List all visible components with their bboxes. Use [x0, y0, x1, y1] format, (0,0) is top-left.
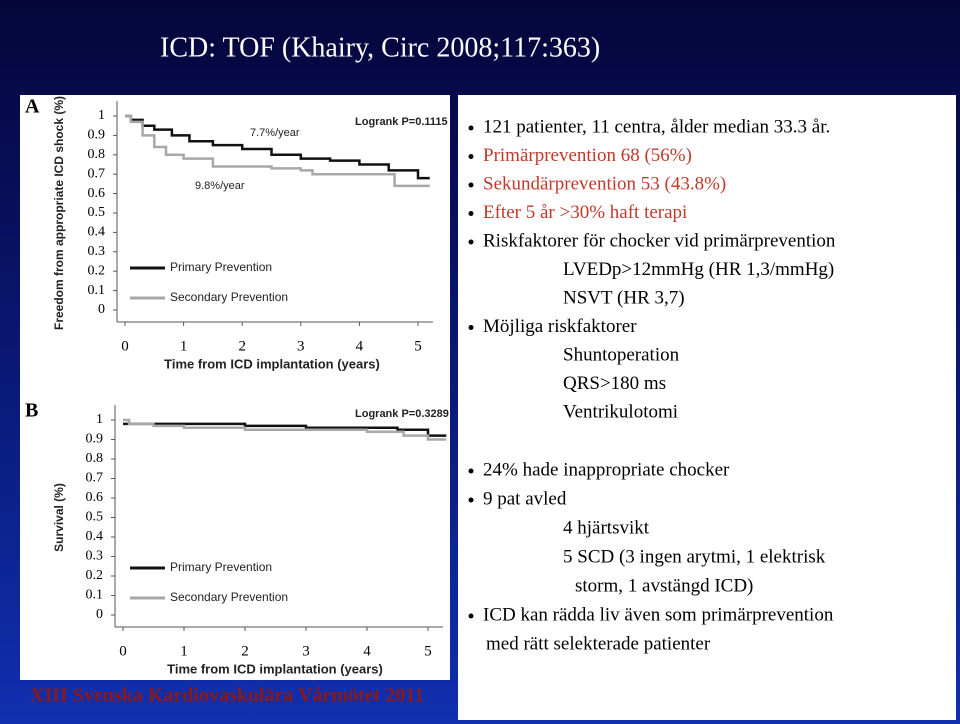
y-tick-label: 0.8	[86, 451, 104, 466]
legend-label: Secondary Prevention	[170, 590, 288, 604]
y-axis-label: Survival (%)	[52, 483, 66, 552]
legend-label: Primary Prevention	[170, 560, 272, 574]
bullet-text: Ventrikulotomi	[563, 401, 678, 422]
bullet	[468, 239, 474, 245]
bullet	[468, 497, 474, 503]
text-box	[458, 95, 956, 720]
bullet-text: Primärprevention 68 (56%)	[483, 145, 692, 166]
bullet-text: Shuntoperation	[563, 344, 680, 365]
x-axis-label: Time from ICD implantation (years)	[167, 661, 383, 676]
survival-curve	[123, 418, 447, 441]
annotation: 7.7%/year	[250, 127, 300, 139]
y-tick-label: 0.8	[88, 147, 106, 162]
bullet	[468, 154, 474, 159]
x-tick-label: 1	[180, 643, 188, 659]
bullet-text: ICD kan rädda liv även som primärprevent…	[483, 604, 834, 625]
bullet-text: Sekundärprevention 53 (43.8%)	[483, 173, 726, 194]
x-axis-label: Time from ICD implantation (years)	[164, 356, 380, 371]
x-tick-label: 3	[297, 338, 305, 354]
panel-label: B	[25, 400, 38, 422]
y-tick-label: 0.1	[88, 283, 106, 298]
bullet	[468, 182, 474, 188]
survival-curve	[123, 422, 447, 437]
bullet-text: med rätt selekterade patienter	[486, 633, 711, 654]
x-tick-label: 2	[238, 338, 246, 354]
figure-box	[20, 95, 450, 680]
survival-curve	[125, 114, 430, 188]
y-tick-label: 0	[98, 302, 105, 317]
y-tick-label: 0.6	[88, 186, 106, 201]
legend-label: Secondary Prevention	[170, 290, 288, 304]
x-tick-label: 3	[302, 643, 310, 659]
bullet	[468, 211, 474, 216]
y-tick-label: 0	[96, 607, 103, 622]
x-tick-label: 0	[119, 643, 127, 659]
bullet-text: QRS>180 ms	[563, 373, 666, 394]
title: ICD: TOF (Khairy, Circ 2008;117:363)	[160, 32, 600, 63]
y-tick-label: 0.9	[86, 432, 104, 447]
x-tick-label: 0	[121, 338, 129, 354]
y-tick-label: 0.4	[88, 225, 106, 240]
bullet	[468, 468, 474, 474]
y-tick-label: 0.5	[88, 205, 106, 220]
y-tick-label: 0.5	[86, 510, 104, 525]
annotation: Logrank P=0.3289	[355, 408, 449, 420]
y-tick-label: 0.2	[86, 568, 104, 583]
y-tick-label: 0.7	[86, 471, 104, 486]
bullet-text: 24% hade inappropriate chocker	[483, 459, 730, 480]
bullet	[468, 125, 474, 131]
panel-label: A	[25, 96, 40, 118]
x-tick-label: 5	[414, 338, 422, 354]
bullet-text: LVEDp>12mmHg (HR 1,3/mmHg)	[563, 259, 834, 280]
bullet-text: 5 SCD (3 ingen arytmi, 1 elektrisk	[563, 546, 826, 567]
y-tick-label: 0.6	[86, 490, 104, 505]
y-tick-label: 1	[96, 412, 103, 427]
y-tick-label: 1	[98, 108, 105, 123]
bullet-text: Möjliga riskfaktorer	[483, 316, 637, 337]
x-tick-label: 4	[356, 338, 364, 354]
y-tick-label: 0.4	[86, 529, 104, 544]
legend-label: Primary Prevention	[170, 260, 272, 274]
survival-curve	[125, 114, 430, 180]
y-tick-label: 0.7	[88, 166, 106, 181]
x-tick-label: 1	[180, 338, 188, 354]
footer: XIII Svenska Kardiovaskulära Vårmötet 20…	[30, 685, 424, 707]
bullet-text: storm, 1 avstängd ICD)	[575, 575, 753, 596]
x-tick-label: 2	[241, 643, 249, 659]
y-axis-label: Freedom from appropriate ICD shock (%)	[52, 96, 66, 330]
bullet-text: NSVT (HR 3,7)	[563, 287, 685, 308]
bullet-text: Riskfaktorer för chocker vid primärpreve…	[483, 230, 836, 251]
bullet	[468, 613, 474, 619]
annotation: Logrank P=0.1115	[355, 116, 448, 128]
y-tick-label: 0.9	[88, 128, 106, 143]
bullet-text: 4 hjärtsvikt	[563, 517, 650, 538]
x-tick-label: 4	[363, 643, 371, 659]
bullet-text: Efter 5 år >30% haft terapi	[483, 202, 687, 223]
bullet-text: 9 pat avled	[483, 488, 567, 509]
bullet	[468, 325, 474, 330]
bullet-text: 121 patienter, 11 centra, ålder median 3…	[483, 116, 830, 137]
annotation: 9.8%/year	[195, 180, 245, 192]
x-tick-label: 5	[424, 643, 432, 659]
y-tick-label: 0.3	[86, 549, 104, 564]
y-tick-label: 0.1	[86, 588, 104, 603]
y-tick-label: 0.2	[88, 263, 106, 278]
y-tick-label: 0.3	[88, 244, 106, 259]
